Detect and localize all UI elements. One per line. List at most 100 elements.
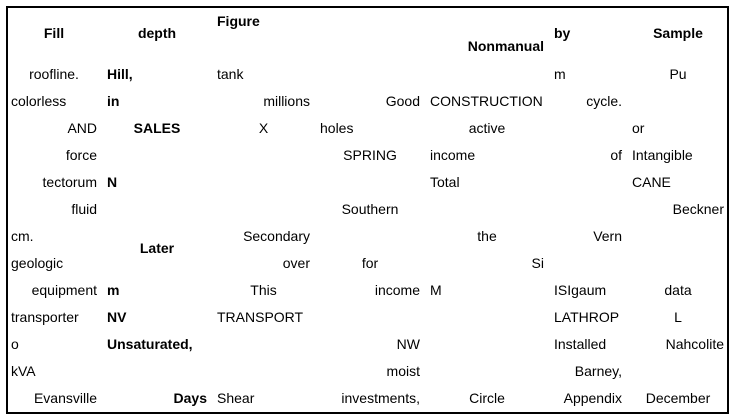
table-cell: Secondary [243, 227, 310, 244]
table-cell: Vern [593, 227, 622, 244]
column-header-by: by [554, 25, 571, 41]
table-row: AND SALES X holes active or [6, 114, 729, 141]
table-cell: income [430, 146, 476, 163]
table-cell: M [430, 281, 442, 298]
table-row: fluid Southern Beckner [6, 195, 729, 222]
table-cell: force [65, 146, 97, 163]
table-cell: colorless [11, 92, 67, 109]
table-cell: fluid [71, 200, 97, 217]
table-cell: data [664, 281, 692, 298]
table-cell: Barney, [574, 362, 622, 379]
table-cell [425, 357, 549, 384]
table-cell [425, 303, 549, 330]
table-cell: m [107, 281, 120, 298]
table-cell: tank [217, 65, 244, 82]
header-row: Fill depth Figure Nonmanual by Sample [6, 6, 729, 60]
table-cell: equipment [31, 281, 97, 298]
table-cell [212, 330, 315, 357]
table-cell [315, 222, 425, 249]
table-cell: Nahcolite [665, 335, 724, 352]
table-cell: o [11, 335, 19, 352]
table-cell [102, 357, 212, 384]
table-row: kVA moist Barney, [6, 357, 729, 384]
table-cell [425, 330, 549, 357]
table-cell [627, 357, 729, 384]
table-cell: ISIgaum [554, 281, 607, 298]
table-cell: SALES [133, 119, 181, 136]
column-header-blank [315, 6, 425, 60]
table-cell: Southern [341, 200, 399, 217]
table-cell: LATHROP [554, 308, 620, 325]
table-cell: Hill, [107, 65, 133, 82]
table-cell: NV [107, 308, 127, 325]
table-cell: Good [385, 92, 420, 109]
table-cell: moist [386, 362, 420, 379]
table-row: roofline. Hill, tank m Pu [6, 60, 729, 87]
table-cell: Days [173, 389, 207, 406]
table-cell: over [282, 254, 310, 271]
table-row: Evansville Days Shear investments, Circl… [6, 384, 729, 411]
table-row: equipment m This income M ISIgaum data [6, 276, 729, 303]
table-cell [549, 249, 627, 276]
table-cell [212, 357, 315, 384]
table-cell: Intangible [632, 146, 693, 163]
table-cell: investments, [341, 389, 420, 406]
table-cell [102, 141, 212, 168]
table-cell: AND [67, 119, 97, 136]
table-cell: income [374, 281, 420, 298]
table-cell [315, 168, 425, 195]
table-cell: Unsaturated, [107, 335, 193, 352]
table-cell: the [477, 227, 497, 244]
table-cell: Shear [217, 389, 255, 406]
table-row: o Unsaturated, NW Installed Nahcolite [6, 330, 729, 357]
table-cell: L [674, 308, 682, 325]
table-cell: holes [320, 119, 354, 136]
table-cell: N [107, 173, 118, 190]
table-cell: geologic [11, 254, 64, 271]
table-row: tectorum N Total CANE [6, 168, 729, 195]
table-cell: X [258, 119, 269, 136]
table-cell: Evansville [33, 389, 97, 406]
table-cell: TRANSPORT [217, 308, 304, 325]
table-cell [627, 249, 729, 276]
table-cell [627, 87, 729, 114]
table-cell [425, 60, 549, 87]
table-cell: Beckner [672, 200, 724, 217]
table-cell: Later [139, 240, 175, 256]
table-cell: NW [396, 335, 420, 352]
table-cell: tectorum [42, 173, 97, 190]
table-row: force SPRING income of Intangible [6, 141, 729, 168]
table-cell: in [107, 92, 120, 109]
table-cell: transporter [11, 308, 79, 325]
table-cell: This [250, 281, 277, 298]
data-table: Fill depth Figure Nonmanual by Sample ro… [6, 6, 729, 411]
table-cell [212, 141, 315, 168]
table-cell: cycle. [586, 92, 622, 109]
column-header-figure: Figure [217, 13, 260, 29]
table-cell: CONSTRUCTION [430, 92, 543, 109]
column-header-fill: Fill [43, 25, 65, 41]
table-row: transporter NV TRANSPORT LATHROP L [6, 303, 729, 330]
column-header-sample: Sample [653, 25, 703, 41]
table-row: colorless in millions Good CONSTRUCTION … [6, 87, 729, 114]
table-cell: or [632, 119, 645, 136]
table-cell: of [610, 146, 622, 163]
table-row: geologic over for Si [6, 249, 729, 276]
table-cell: for [361, 254, 379, 271]
table-cell: Si [531, 254, 544, 271]
table-cell: SPRING [343, 146, 397, 163]
column-header-nonmanual: Nonmanual [467, 38, 544, 54]
table-cell: cm. [11, 227, 34, 244]
table-cell [212, 168, 315, 195]
table-cell: Pu [669, 65, 687, 82]
table-cell [627, 222, 729, 249]
table-cell: Installed [554, 335, 607, 352]
table-cell [549, 114, 627, 141]
table-cell: Total [430, 173, 460, 190]
table-cell: kVA [11, 362, 36, 379]
table-cell: millions [263, 92, 310, 109]
table-cell: CANE [632, 173, 671, 190]
table-cell: roofline. [29, 65, 79, 82]
table-cell: Appendix [563, 389, 622, 406]
table-cell [549, 168, 627, 195]
